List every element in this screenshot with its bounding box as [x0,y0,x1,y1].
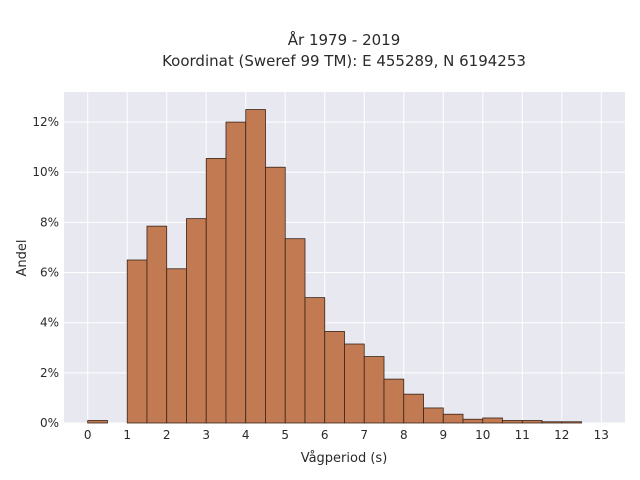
histogram-bar [284,238,306,424]
x-tick-label: 0 [84,428,92,442]
chart-title-line-1: År 1979 - 2019 [288,30,401,49]
histogram-bar [344,343,365,424]
x-axis-ticks: 0 1 2 3 4 5 6 7 8 9 10 11 12 13 [84,428,609,442]
chart-title-line-2: Koordinat (Sweref 99 TM): E 455289, N 61… [162,52,526,70]
x-tick-label: 4 [242,428,250,442]
histogram-bar [541,421,563,424]
histogram-bar [186,218,207,424]
histogram-bar [265,166,286,424]
bars [87,109,582,424]
y-tick-label: 6% [40,266,59,280]
x-tick-label: 7 [360,428,368,442]
histogram-bar [245,109,266,424]
x-tick-label: 1 [123,428,131,442]
x-tick-label: 13 [594,428,609,442]
x-tick-label: 6 [321,428,329,442]
histogram-bar [363,356,385,424]
histogram-bar [87,420,108,424]
x-tick-label: 2 [163,428,171,442]
x-tick-label: 11 [515,428,530,442]
histogram-bar [304,297,326,424]
histogram-bar [403,393,424,424]
histogram-bar [521,420,543,424]
x-tick-label: 10 [475,428,490,442]
x-tick-label: 5 [281,428,289,442]
histogram-bar [383,378,405,424]
x-tick-label: 3 [202,428,210,442]
histogram-bar [146,225,168,424]
y-axis-ticks: 0% 2% 4% 6% 8% 10% 12% [32,115,59,430]
histogram-bar [126,259,148,424]
histogram-bar [502,420,523,424]
y-tick-label: 4% [40,316,59,330]
y-tick-label: 10% [32,165,59,179]
histogram-bar [324,331,345,424]
y-tick-label: 0% [40,416,59,430]
histogram-bar [225,121,247,424]
x-tick-label: 9 [439,428,447,442]
y-axis-label: Andel [15,240,30,277]
histogram-bar [482,417,503,424]
y-tick-label: 12% [32,115,59,129]
histogram-bar [423,407,444,424]
y-tick-label: 2% [40,366,59,380]
histogram-bar [442,413,464,424]
x-axis-label: Vågperiod (s) [301,451,388,466]
histogram-bar [166,268,187,424]
x-tick-label: 8 [400,428,408,442]
histogram-bar [462,418,484,424]
y-tick-label: 8% [40,215,59,229]
histogram-bar [561,421,582,424]
histogram-bar [205,158,227,424]
x-tick-label: 12 [554,428,569,442]
